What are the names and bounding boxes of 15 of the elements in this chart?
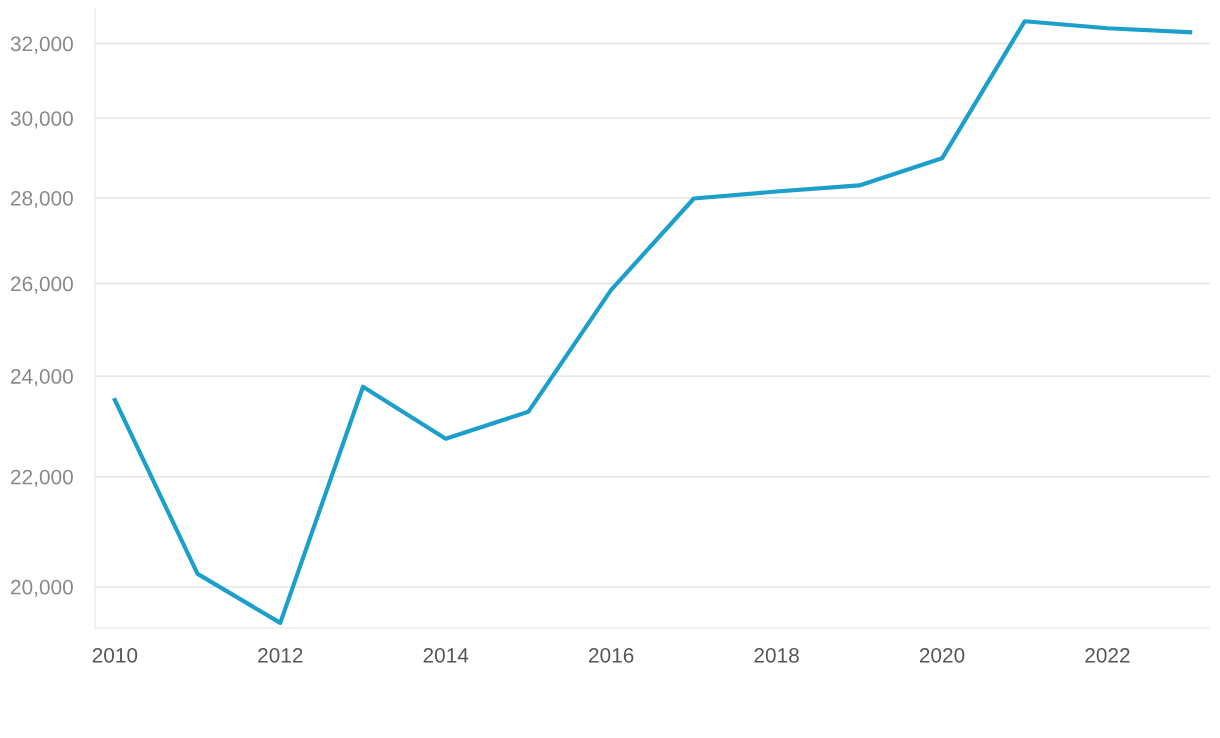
line-series (112, 19, 1193, 625)
y-tick-label: 20,000 (11, 579, 73, 598)
x-tick-label: 2022 (1085, 647, 1130, 663)
y-tick-label: 32,000 (10, 36, 73, 54)
y-tick-label: 24,000 (11, 369, 73, 387)
x-tick-label: 2016 (589, 647, 634, 663)
y-tick-label: 28,000 (11, 190, 73, 209)
x-tick-label: 2012 (258, 647, 303, 663)
x-tick-label: 2018 (754, 647, 799, 663)
x-tick-label: 2014 (423, 647, 469, 663)
x-tick-label: 2010 (92, 647, 138, 663)
y-tick-label: 22,000 (11, 469, 73, 487)
y-tick-label: 30,000 (10, 111, 73, 129)
y-tick-label: 26,000 (11, 276, 73, 294)
x-tick-label: 2020 (919, 647, 965, 663)
